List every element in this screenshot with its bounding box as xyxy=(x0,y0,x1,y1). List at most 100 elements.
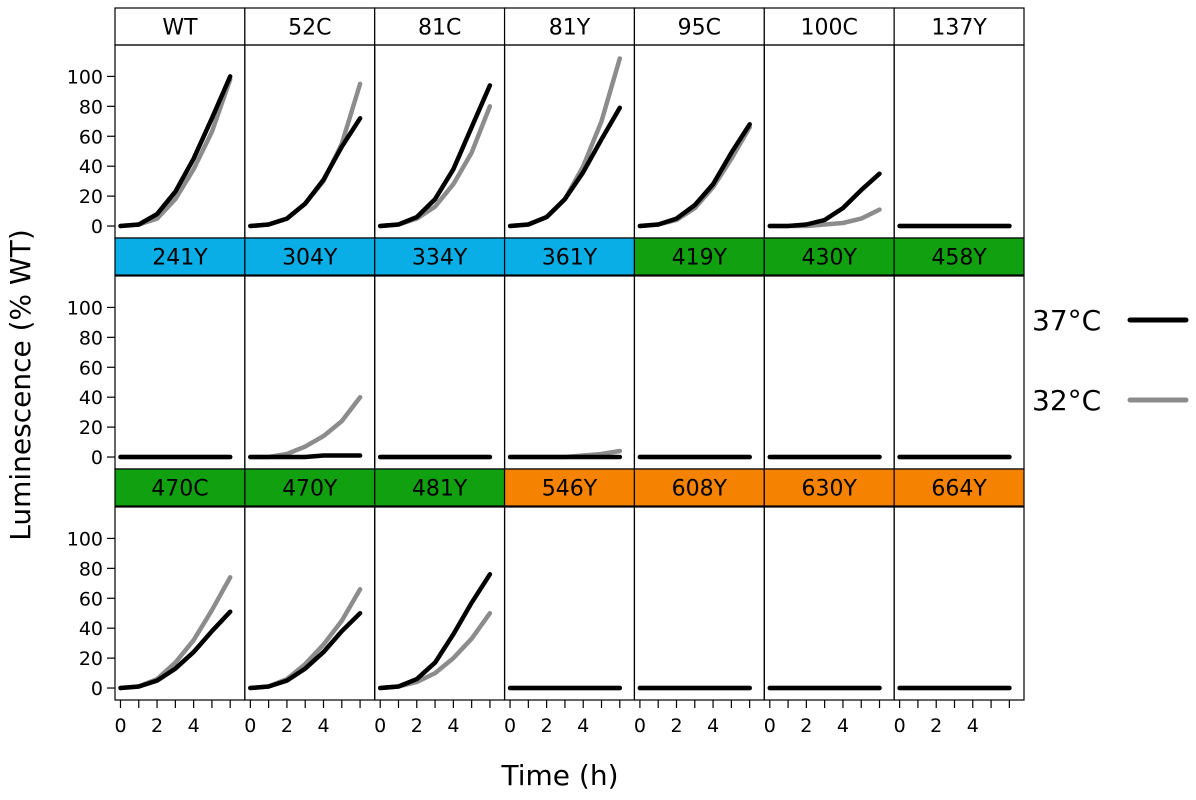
strip-label: 481Y xyxy=(412,477,468,502)
series-32c-line xyxy=(118,77,233,229)
series-37c-line xyxy=(767,171,882,229)
y-tick-label: 60 xyxy=(79,126,103,148)
x-tick-label: 0 xyxy=(244,715,256,737)
legend-label: 32°C xyxy=(1032,384,1101,417)
strip-background xyxy=(633,468,765,507)
legend-label: 37°C xyxy=(1032,304,1101,337)
y-tick-label: 40 xyxy=(79,618,103,640)
strip-label: 664Y xyxy=(931,477,987,502)
panel-frame xyxy=(893,275,1025,470)
y-tick-label: 80 xyxy=(79,96,103,118)
strip-label: 100C xyxy=(801,16,858,41)
panel-frame xyxy=(633,275,765,470)
strip-background xyxy=(374,468,506,507)
x-tick-label: 0 xyxy=(374,715,386,737)
strip-background xyxy=(114,7,246,46)
x-tick-label: 4 xyxy=(707,715,719,737)
x-tick-label: 4 xyxy=(188,715,200,737)
panel-frame xyxy=(114,275,246,470)
series-37c-line xyxy=(377,572,493,691)
x-tick-label: 4 xyxy=(967,715,979,737)
series-32c-line xyxy=(637,125,752,229)
strip-label: 81Y xyxy=(549,16,591,41)
panel-frame xyxy=(244,44,376,239)
series-37c-line xyxy=(248,116,363,229)
strip-background xyxy=(893,468,1025,507)
panel-430Y: 430Y xyxy=(763,237,895,470)
panel-52C: 52C xyxy=(244,7,376,239)
legend: 37°C 32°C xyxy=(1032,304,1189,417)
x-tick-label: 2 xyxy=(151,715,163,737)
panel-81Y: 81Y xyxy=(503,7,636,239)
x-tick-label: 0 xyxy=(764,715,776,737)
y-tick-label: 100 xyxy=(67,528,103,550)
y-tick-label: 20 xyxy=(79,417,103,439)
panel-334Y: 334Y xyxy=(374,237,506,470)
strip-background xyxy=(244,237,376,276)
strip-background xyxy=(763,468,895,507)
y-tick-label: 0 xyxy=(91,678,103,700)
y-tick-label: 0 xyxy=(91,216,103,238)
panel-419Y: 419Y xyxy=(633,237,765,470)
x-tick-label: 0 xyxy=(114,715,126,737)
strip-background xyxy=(244,7,376,46)
x-tick-label: 4 xyxy=(577,715,589,737)
x-tick-label: 2 xyxy=(800,715,812,737)
series-37c-line xyxy=(118,74,233,229)
strip-label: WT xyxy=(162,16,198,41)
strip-label: 304Y xyxy=(282,246,338,271)
panel-361Y: 361Y xyxy=(503,237,636,470)
panel-frame xyxy=(244,275,376,470)
y-tick-label: 60 xyxy=(79,357,103,379)
panel-WT: WT xyxy=(114,7,246,239)
strip-background xyxy=(633,237,765,276)
strip-label: 137Y xyxy=(931,16,987,41)
strip-label: 608Y xyxy=(672,477,728,502)
series-32c-line xyxy=(248,394,363,460)
x-tick-label: 4 xyxy=(447,715,459,737)
panel-137Y: 137Y xyxy=(893,7,1025,239)
x-tick-label: 2 xyxy=(930,715,942,737)
x-tick-label: 2 xyxy=(411,715,423,737)
strip-background xyxy=(374,237,506,276)
panel-304Y: 304Y xyxy=(244,237,376,470)
panel-458Y: 458Y xyxy=(893,237,1025,470)
y-tick-label: 100 xyxy=(67,297,103,319)
series-37c-line xyxy=(118,609,233,691)
panels-layer: WT 52C 81C 81Y 95C 100C 137Y 241Y 304Y 334Y 361Y 41… xyxy=(114,7,1025,701)
panel-frame xyxy=(763,506,895,701)
panel-frame xyxy=(763,275,895,470)
y-tick-label: 40 xyxy=(79,156,103,178)
x-tick-label: 2 xyxy=(281,715,293,737)
panel-frame xyxy=(893,506,1025,701)
panel-95C: 95C xyxy=(633,7,765,239)
x-tick-label: 2 xyxy=(670,715,682,737)
panel-frame xyxy=(244,506,376,701)
strip-label: 470C xyxy=(151,477,208,502)
strip-label: 458Y xyxy=(931,246,987,271)
panel-100C: 100C xyxy=(763,7,895,239)
strip-label: 52C xyxy=(288,16,331,41)
panel-608Y: 608Y xyxy=(633,468,765,701)
panel-546Y: 546Y xyxy=(503,468,636,701)
panel-frame xyxy=(374,275,506,470)
strip-background xyxy=(763,237,895,276)
panel-470Y: 470Y xyxy=(244,468,376,701)
series-32c-line xyxy=(118,575,233,691)
strip-label: 95C xyxy=(678,16,721,41)
y-axis-title: Luminescence (% WT) xyxy=(4,229,37,541)
panel-481Y: 481Y xyxy=(374,468,506,701)
strip-label: 81C xyxy=(418,16,461,41)
strip-label: 630Y xyxy=(801,477,857,502)
panel-frame xyxy=(114,506,246,701)
strip-label: 470Y xyxy=(282,477,338,502)
panel-frame xyxy=(633,506,765,701)
x-tick-label: 2 xyxy=(541,715,553,737)
panel-frame xyxy=(503,506,636,701)
strip-label: 334Y xyxy=(412,246,468,271)
panel-frame xyxy=(114,44,246,239)
panel-630Y: 630Y xyxy=(763,468,895,701)
y-tick-label: 40 xyxy=(79,387,103,409)
y-tick-label: 100 xyxy=(67,66,103,88)
